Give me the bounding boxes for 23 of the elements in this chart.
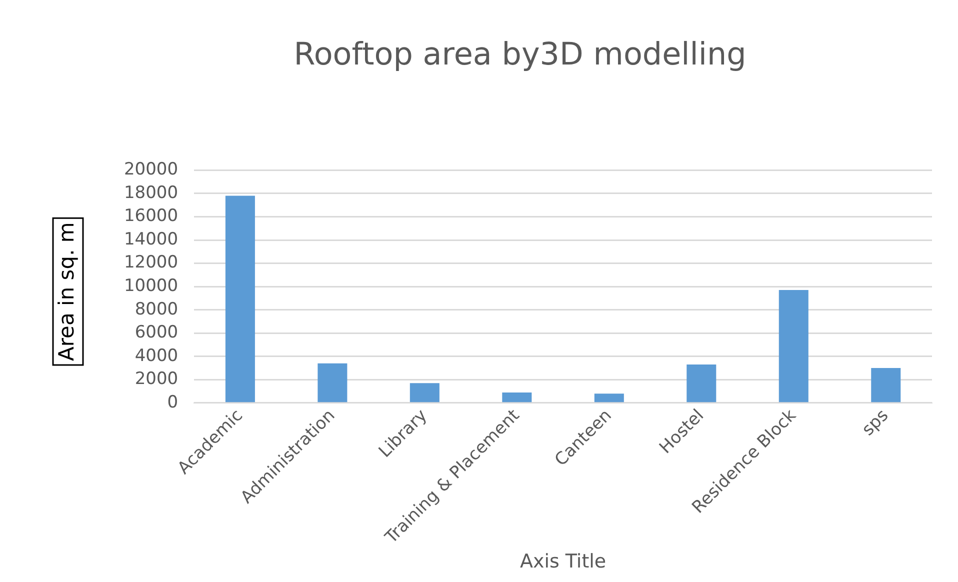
x-axis-title: Axis Title: [520, 550, 606, 573]
bar: [871, 368, 901, 402]
bar: [778, 290, 808, 402]
y-tick-label: 0: [167, 392, 178, 412]
y-tick-label: 10000: [124, 276, 178, 296]
bar: [594, 394, 624, 402]
y-tick-label: 20000: [124, 160, 178, 180]
y-tick-label: 4000: [134, 346, 178, 366]
y-tick-label: 18000: [124, 182, 178, 203]
y-tick-label: 12000: [124, 252, 178, 273]
y-tick-label: 8000: [134, 299, 178, 320]
y-tick-label: 14000: [124, 229, 178, 250]
bar: [410, 383, 440, 402]
bar: [225, 196, 255, 402]
chart-title: Rooftop area by3D modelling: [294, 36, 746, 73]
y-tick-label: 16000: [124, 206, 178, 226]
x-tick-label: sps: [858, 406, 893, 440]
y-tick-label: 6000: [134, 322, 178, 343]
y-tick-label: 2000: [134, 369, 178, 390]
bar: [318, 363, 348, 402]
bar: [686, 364, 716, 402]
y-axis-title: Area in sq. m: [54, 222, 78, 362]
bar: [502, 392, 532, 402]
